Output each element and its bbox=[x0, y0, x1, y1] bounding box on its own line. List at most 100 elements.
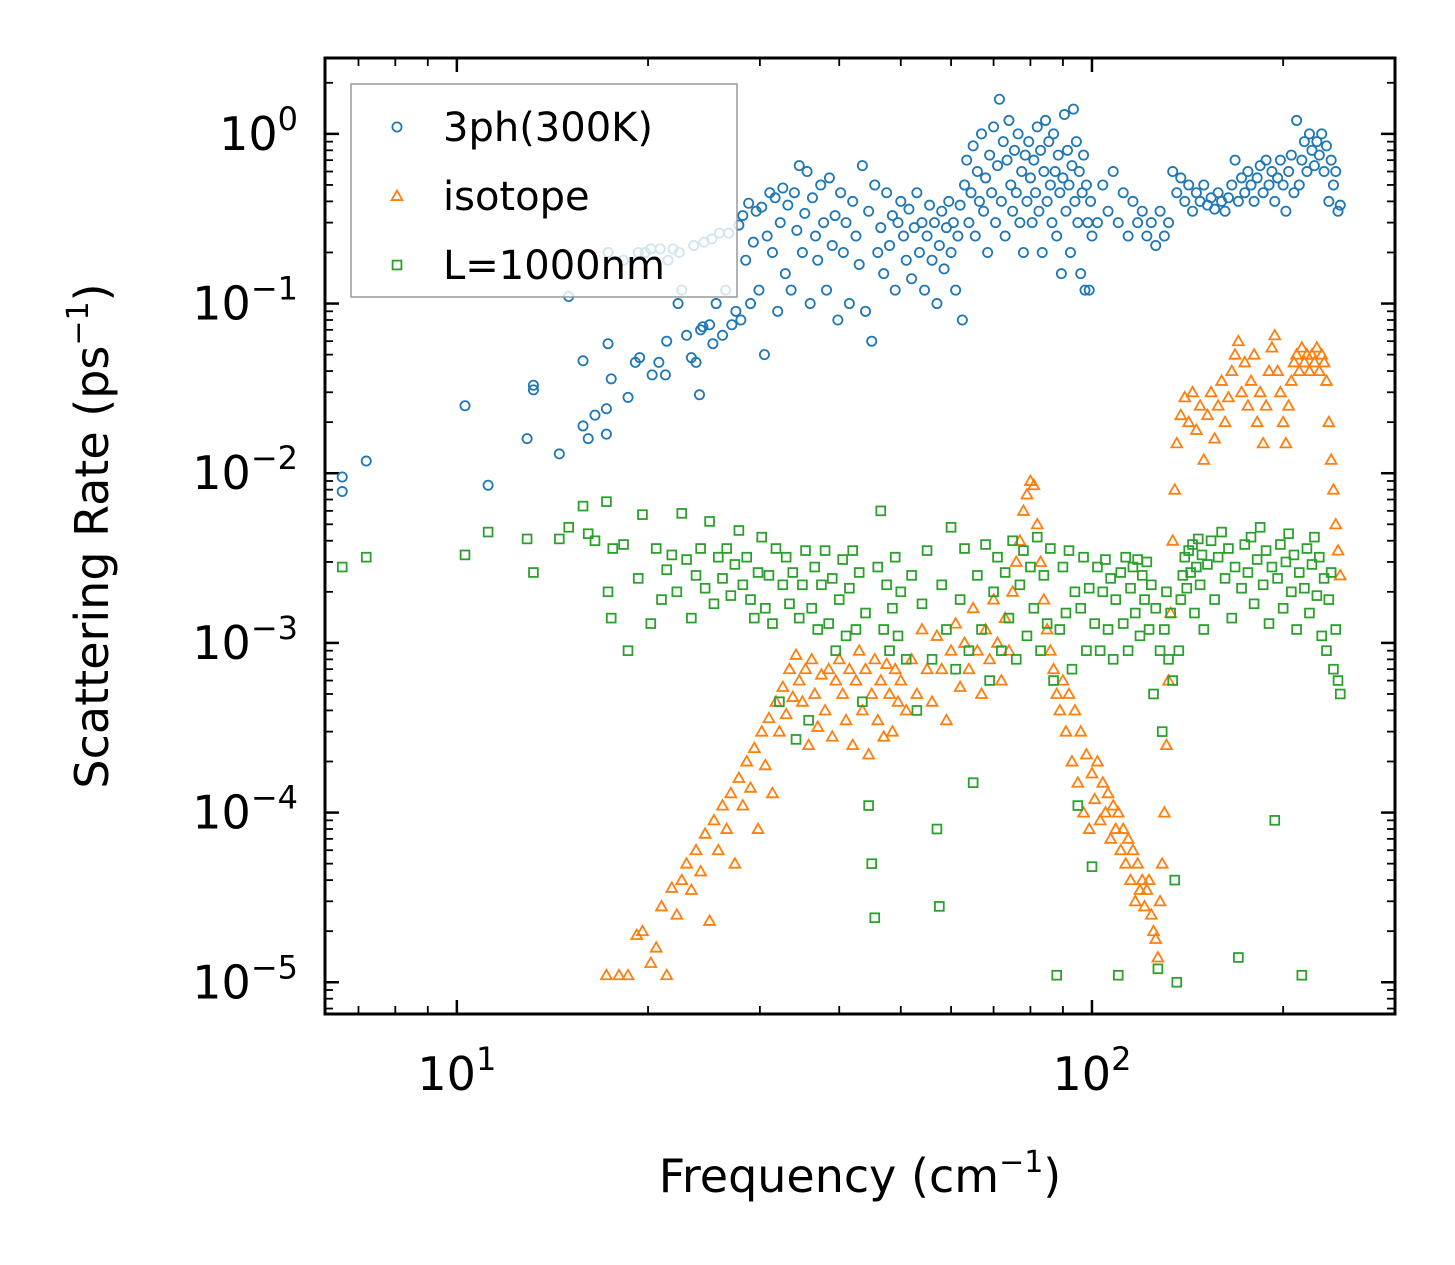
data-point bbox=[681, 329, 693, 341]
data-point bbox=[1328, 663, 1339, 675]
data-point bbox=[739, 754, 754, 767]
data-point bbox=[1223, 543, 1234, 554]
data-point bbox=[1236, 582, 1247, 594]
data-point bbox=[632, 573, 644, 584]
data-point bbox=[600, 428, 612, 440]
data-point bbox=[988, 121, 1000, 133]
data-point bbox=[1244, 373, 1258, 386]
data-point bbox=[1038, 166, 1050, 178]
data-point bbox=[1276, 414, 1291, 428]
data-point bbox=[717, 573, 728, 584]
data-point bbox=[1205, 192, 1217, 204]
data-point bbox=[1187, 539, 1198, 550]
data-point bbox=[986, 187, 998, 199]
data-point bbox=[1319, 373, 1334, 386]
data-point bbox=[747, 740, 762, 754]
data-point bbox=[926, 654, 938, 665]
data-point bbox=[1332, 205, 1344, 217]
x-tick-base: 10 bbox=[417, 1047, 476, 1101]
data-point bbox=[1239, 539, 1251, 550]
data-point bbox=[920, 661, 935, 675]
data-point bbox=[772, 724, 787, 737]
data-point bbox=[803, 714, 814, 726]
data-point bbox=[1167, 675, 1178, 686]
data-point bbox=[780, 551, 792, 563]
data-point bbox=[940, 222, 952, 234]
data-point bbox=[984, 675, 995, 686]
data-point bbox=[1028, 602, 1040, 614]
data-point bbox=[882, 686, 897, 699]
data-point bbox=[1296, 969, 1308, 981]
data-point bbox=[1146, 579, 1157, 591]
data-point bbox=[938, 263, 950, 275]
data-point bbox=[643, 955, 658, 968]
data-point bbox=[708, 598, 720, 610]
data-point bbox=[1269, 815, 1281, 826]
data-point bbox=[982, 246, 994, 258]
data-point bbox=[1010, 654, 1022, 665]
data-point bbox=[1033, 205, 1045, 217]
data-point bbox=[895, 586, 907, 598]
data-point bbox=[1120, 551, 1131, 563]
data-point bbox=[1320, 140, 1332, 152]
data-point bbox=[1087, 791, 1102, 805]
data-point bbox=[1051, 969, 1063, 981]
data-point bbox=[1103, 831, 1118, 844]
data-point bbox=[727, 856, 742, 869]
data-point bbox=[645, 618, 657, 629]
data-point bbox=[992, 551, 1003, 563]
data-point bbox=[1289, 347, 1304, 360]
data-point bbox=[725, 590, 737, 601]
data-point bbox=[1036, 246, 1048, 258]
data-point bbox=[1189, 607, 1200, 619]
data-point bbox=[1292, 363, 1307, 377]
data-point bbox=[699, 582, 711, 594]
data-point bbox=[1060, 607, 1072, 619]
data-point bbox=[1196, 452, 1211, 465]
data-point bbox=[649, 940, 664, 953]
data-point bbox=[521, 433, 533, 445]
data-point bbox=[589, 409, 601, 421]
data-point bbox=[1134, 630, 1146, 642]
data-point bbox=[1139, 594, 1150, 605]
data-point bbox=[719, 821, 734, 834]
data-point bbox=[821, 284, 833, 296]
data-point bbox=[892, 217, 904, 229]
data-point bbox=[1078, 149, 1090, 161]
data-point bbox=[1123, 872, 1138, 886]
data-point bbox=[928, 217, 940, 229]
data-point bbox=[1229, 561, 1241, 573]
data-point bbox=[830, 645, 842, 656]
data-point bbox=[1045, 543, 1056, 554]
data-point bbox=[1062, 686, 1076, 699]
data-point bbox=[1044, 179, 1056, 191]
data-point bbox=[704, 516, 715, 527]
data-point bbox=[765, 786, 780, 799]
data-point bbox=[988, 586, 999, 598]
data-point bbox=[1085, 766, 1099, 779]
data-point bbox=[1146, 923, 1161, 937]
data-point bbox=[482, 479, 494, 491]
data-point bbox=[1312, 363, 1327, 377]
data-point bbox=[1040, 114, 1052, 126]
data-point bbox=[1125, 582, 1136, 594]
data-point bbox=[1005, 179, 1017, 191]
x-tick-exponent: 2 bbox=[1111, 1040, 1131, 1078]
data-point bbox=[839, 713, 853, 726]
data-point bbox=[743, 780, 758, 793]
data-point bbox=[925, 694, 939, 707]
data-point bbox=[1316, 128, 1328, 140]
data-point bbox=[766, 246, 778, 258]
data-point bbox=[582, 528, 594, 540]
data-point bbox=[1306, 559, 1318, 570]
data-point bbox=[1057, 561, 1069, 573]
data-point bbox=[661, 564, 673, 576]
data-point bbox=[1148, 931, 1163, 944]
data-point bbox=[1226, 612, 1238, 624]
data-point bbox=[1330, 624, 1342, 635]
data-point bbox=[1094, 645, 1106, 656]
data-point bbox=[945, 522, 957, 533]
data-point bbox=[952, 230, 964, 242]
data-point bbox=[1224, 363, 1239, 377]
data-point bbox=[1041, 195, 1053, 207]
